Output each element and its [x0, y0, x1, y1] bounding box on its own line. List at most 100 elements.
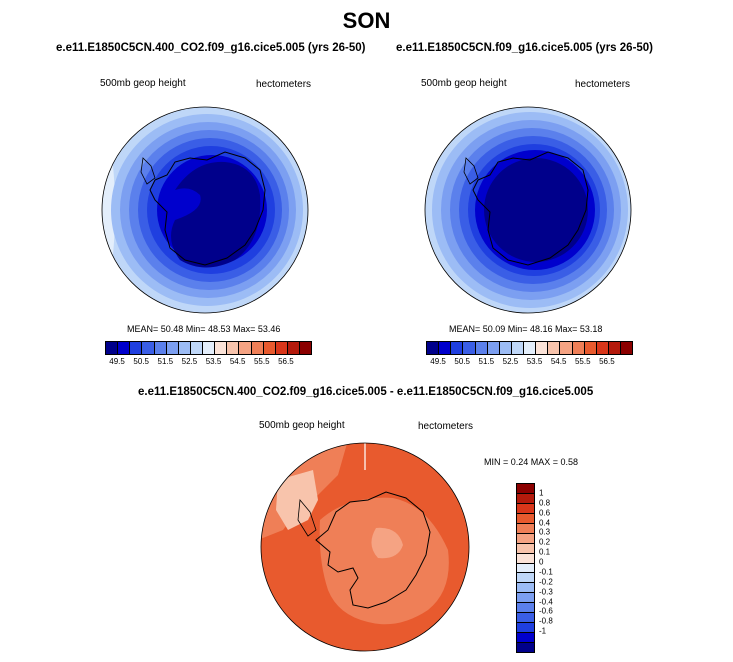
colorbar-swatch: [300, 342, 312, 354]
colorbar-tick-label: 49.5: [109, 357, 125, 366]
colorbar-swatch: [130, 342, 143, 354]
colorbar-tick-label: -0.6: [539, 606, 553, 616]
diff-polar-map: [260, 442, 470, 652]
colorbar-swatch: [487, 342, 500, 354]
colorbar-tick-label: -1: [539, 626, 547, 636]
colorbar-tick-label: 0.4: [539, 518, 551, 528]
colorbar-tick-label: 54.5: [229, 357, 246, 366]
colorbar-tick-label: -0.8: [539, 616, 553, 626]
colorbar-swatch: [517, 573, 534, 584]
left-colorbar-labels: 49.5 50.5 51.5 52.5 53.5 54.5 55.5 56.5: [105, 357, 310, 367]
colorbar-swatch: [548, 342, 561, 354]
colorbar-tick-label: 52.5: [502, 357, 519, 366]
right-panel-variable: 500mb geop height: [421, 78, 507, 89]
diff-panel-stats: MIN = 0.24 MAX = 0.58: [484, 457, 579, 467]
diff-colorbar: [516, 483, 535, 653]
colorbar-swatch: [239, 342, 252, 354]
colorbar-tick-label: 1: [539, 488, 544, 498]
colorbar-swatch: [439, 342, 452, 354]
left-polar-map: [101, 106, 309, 314]
right-panel-units: hectometers: [575, 79, 631, 90]
colorbar-swatch: [517, 513, 534, 524]
right-colorbar-labels: 49.5 50.5 51.5 52.5 53.5 54.5 55.5 56.5: [426, 357, 631, 367]
colorbar-swatch: [517, 593, 534, 604]
colorbar-swatch: [263, 342, 276, 354]
colorbar-swatch: [106, 342, 119, 354]
colorbar-swatch: [517, 523, 534, 534]
colorbar-swatch: [451, 342, 464, 354]
colorbar-swatch: [560, 342, 573, 354]
colorbar-swatch: [166, 342, 179, 354]
colorbar-swatch: [463, 342, 476, 354]
colorbar-swatch: [517, 543, 534, 554]
colorbar-tick-label: 52.5: [181, 357, 198, 366]
colorbar-tick-label: 53.5: [205, 357, 222, 366]
colorbar-swatch: [517, 633, 534, 643]
colorbar-tick-label: 0: [539, 557, 544, 567]
colorbar-swatch: [517, 563, 534, 574]
colorbar-tick-label: 56.5: [599, 357, 615, 366]
colorbar-tick-label: 55.5: [574, 357, 591, 366]
diff-panel-units: hectometers: [418, 421, 474, 432]
right-panel-subtitle: e.e11.E1850C5CN.f09_g16.cice5.005 (yrs 2…: [396, 42, 654, 54]
right-polar-map: [424, 106, 632, 314]
colorbar-tick-label: -0.1: [539, 567, 553, 577]
colorbar-tick-label: 51.5: [157, 357, 174, 366]
colorbar-swatch: [596, 342, 609, 354]
right-panel-stats: MEAN= 50.09 Min= 48.16 Max= 53.18: [449, 324, 603, 334]
colorbar-swatch: [608, 342, 621, 354]
colorbar-tick-label: 0.1: [539, 547, 551, 557]
colorbar-tick-label: 0.3: [539, 527, 551, 537]
colorbar-swatch: [251, 342, 264, 354]
colorbar-swatch: [511, 342, 524, 354]
figure-title: SON: [342, 8, 391, 33]
colorbar-tick-label: 53.5: [526, 357, 543, 366]
colorbar-tick-label: 50.5: [133, 357, 149, 366]
colorbar-swatch: [517, 613, 534, 624]
colorbar-tick-label: 51.5: [478, 357, 495, 366]
colorbar-swatch: [287, 342, 300, 354]
colorbar-tick-label: -0.4: [539, 597, 553, 607]
colorbar-swatch: [227, 342, 240, 354]
colorbar-swatch: [517, 553, 534, 564]
right-colorbar: [426, 341, 633, 355]
colorbar-swatch: [190, 342, 203, 354]
colorbar-swatch: [275, 342, 288, 354]
colorbar-swatch: [517, 583, 534, 594]
colorbar-swatch: [517, 643, 534, 652]
colorbar-swatch: [118, 342, 131, 354]
colorbar-tick-label: -0.3: [539, 587, 553, 597]
left-panel-variable: 500mb geop height: [100, 78, 186, 89]
colorbar-swatch: [517, 484, 534, 494]
colorbar-tick-label: 56.5: [278, 357, 294, 366]
colorbar-swatch: [517, 533, 534, 544]
colorbar-swatch: [154, 342, 167, 354]
colorbar-tick-label: -0.2: [539, 577, 553, 587]
colorbar-swatch: [142, 342, 155, 354]
left-panel-stats: MEAN= 50.48 Min= 48.53 Max= 53.46: [127, 324, 281, 334]
colorbar-swatch: [203, 342, 216, 354]
diff-panel-variable: 500mb geop height: [259, 420, 345, 431]
colorbar-swatch: [499, 342, 512, 354]
diff-panel-subtitle: e.e11.E1850C5CN.400_CO2.f09_g16.cice5.00…: [138, 386, 594, 398]
colorbar-swatch: [536, 342, 549, 354]
colorbar-tick-label: 0.6: [539, 508, 551, 518]
diff-colorbar-labels: 1 0.8 0.6 0.4 0.3 0.2 0.1 0 -0.1 -0.2 -0.3 -0.4 -0.6…: [539, 483, 579, 651]
left-panel-subtitle: e.e11.E1850C5CN.400_CO2.f09_g16.cice5.00…: [56, 42, 366, 54]
colorbar-tick-label: 49.5: [430, 357, 446, 366]
colorbar-swatch: [517, 603, 534, 614]
colorbar-swatch: [517, 493, 534, 504]
colorbar-swatch: [215, 342, 228, 354]
colorbar-swatch: [621, 342, 633, 354]
colorbar-swatch: [517, 503, 534, 514]
colorbar-tick-label: 50.5: [454, 357, 470, 366]
colorbar-tick-label: 54.5: [550, 357, 567, 366]
left-panel-units: hectometers: [256, 79, 312, 90]
left-colorbar: [105, 341, 312, 355]
colorbar-swatch: [517, 623, 534, 634]
colorbar-swatch: [427, 342, 440, 354]
colorbar-swatch: [524, 342, 537, 354]
colorbar-swatch: [584, 342, 597, 354]
colorbar-tick-label: 55.5: [253, 357, 270, 366]
colorbar-swatch: [572, 342, 585, 354]
